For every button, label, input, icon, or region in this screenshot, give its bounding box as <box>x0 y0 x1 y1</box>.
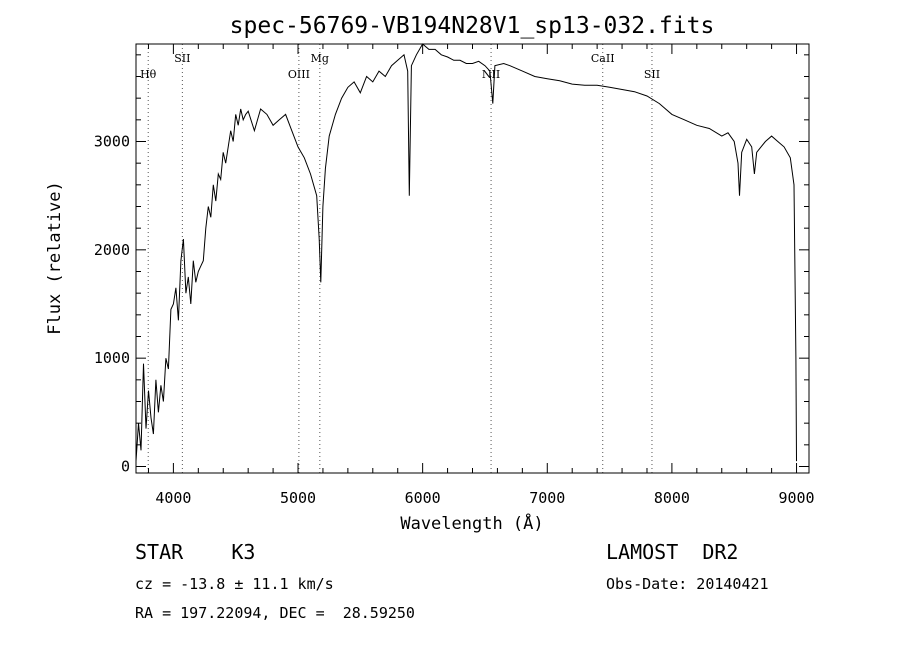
chart-title: spec-56769-VB194N28V1_sp13-032.fits <box>230 13 715 39</box>
y-tick-label: 1000 <box>94 349 130 367</box>
y-axis: 0 1000 2000 3000 <box>94 54 809 476</box>
y-tick-label: 3000 <box>94 133 130 151</box>
y-tick-label: 0 <box>121 458 130 476</box>
obs-date-label: Obs-Date: 20140421 <box>606 575 769 593</box>
plot-frame <box>135 43 810 474</box>
x-tick-label: 4000 <box>155 489 191 507</box>
x-tick-label: 7000 <box>529 489 565 507</box>
line-marker-label: Hθ <box>140 68 157 81</box>
redshift-label: cz = -13.8 ± 11.1 km/s <box>135 575 334 593</box>
line-marker-label: SII <box>644 68 660 81</box>
line-marker-label: SII <box>174 52 190 65</box>
y-axis-label: Flux (relative) <box>45 181 65 335</box>
ra-dec-label: RA = 197.22094, DEC = 28.59250 <box>135 604 415 622</box>
x-tick-label: 5000 <box>280 489 316 507</box>
x-tick-label: 9000 <box>778 489 814 507</box>
survey-label: LAMOST DR2 <box>606 540 739 564</box>
line-marker-label: NII <box>482 68 500 81</box>
line-marker-label: CaII <box>591 52 615 65</box>
x-axis-label: Wavelength (Å) <box>400 512 543 534</box>
x-tick-label: 8000 <box>654 489 690 507</box>
line-marker-label: OIII <box>288 68 310 81</box>
x-axis: 4000 5000 6000 7000 8000 9000 <box>147 44 815 507</box>
x-tick-label: 6000 <box>405 489 441 507</box>
y-tick-label: 2000 <box>94 241 130 259</box>
spectrum-line <box>135 43 797 462</box>
line-marker-label: Mg <box>311 52 329 65</box>
object-type-label: STAR K3 <box>135 540 256 564</box>
